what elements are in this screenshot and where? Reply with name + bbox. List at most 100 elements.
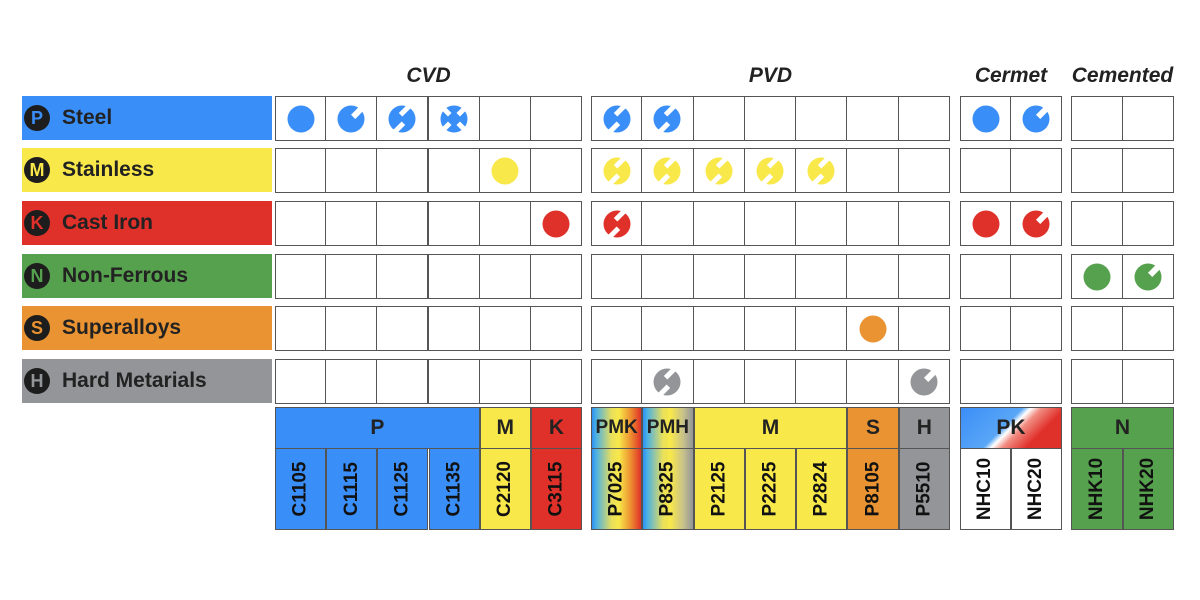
- grid-cell: [960, 148, 1011, 193]
- grid-cell: [1010, 148, 1062, 193]
- section-title-cemented: Cemented: [1071, 64, 1174, 87]
- grade-label: C1105: [289, 461, 311, 517]
- grade-nhc10[interactable]: NHC10: [960, 448, 1011, 530]
- grid-cell: [591, 359, 643, 404]
- grade-p8105[interactable]: P8105: [847, 448, 899, 530]
- grade-label: NHC20: [1025, 457, 1047, 521]
- grade-c1125[interactable]: C1125: [377, 448, 429, 530]
- grid-cell: [641, 148, 694, 193]
- grade-label: NHK10: [1085, 457, 1107, 521]
- full-circle-icon: [859, 315, 887, 342]
- notch-circle-icon: [1134, 263, 1162, 290]
- notch-circle-icon: [1022, 105, 1050, 132]
- grade-label: NHC10: [974, 457, 996, 521]
- grid-cell: [692, 201, 745, 246]
- grid-cell: [1071, 306, 1123, 351]
- material-label: Superalloys: [62, 316, 182, 339]
- grade-c1115[interactable]: C1115: [326, 448, 378, 530]
- full-circle-icon: [542, 210, 570, 237]
- grid-cell: [529, 148, 582, 193]
- grid-cell: [1121, 359, 1174, 404]
- grid-cell: [1071, 201, 1123, 246]
- grid-cell: [427, 148, 480, 193]
- grid-cell: [275, 201, 327, 246]
- full-circle-icon: [972, 210, 999, 237]
- grid-cell: [692, 254, 745, 299]
- grade-c2120[interactable]: C2120: [479, 448, 531, 530]
- grid-cell: [795, 254, 848, 299]
- grid-cell: [591, 306, 643, 351]
- grid-cell: [795, 306, 848, 351]
- grid-cell: [529, 254, 582, 299]
- grid-cell: [478, 254, 531, 299]
- grid-cell: [1121, 306, 1174, 351]
- grade-p2125[interactable]: P2125: [693, 448, 745, 530]
- grid-cell: [591, 201, 643, 246]
- grid-cell: [1010, 306, 1062, 351]
- grid-cell: [743, 359, 797, 404]
- material-stainless: M Stainless: [22, 148, 272, 192]
- grade-p2824[interactable]: P2824: [796, 448, 848, 530]
- double-circle-icon: [603, 103, 631, 134]
- application-group-p: P: [275, 407, 480, 449]
- grade-nhc20[interactable]: NHC20: [1011, 448, 1062, 530]
- grid-cell: [325, 254, 378, 299]
- grid-cell: [529, 201, 582, 246]
- application-group-m: M: [479, 407, 531, 449]
- grid-cell: [692, 359, 745, 404]
- double-circle-icon: [388, 103, 416, 134]
- grade-label: C2120: [494, 461, 516, 517]
- material-cast-iron: K Cast Iron: [22, 201, 272, 245]
- material-code-badge: H: [24, 368, 50, 394]
- grade-p7025[interactable]: P7025: [591, 448, 643, 530]
- grid-cell: [641, 254, 694, 299]
- grade-c1105[interactable]: C1105: [275, 448, 327, 530]
- grid-cell: [427, 96, 480, 141]
- grade-p2225[interactable]: P2225: [744, 448, 797, 530]
- grid-cell: [897, 359, 950, 404]
- grid-cell: [1010, 201, 1062, 246]
- material-code-badge: N: [24, 263, 50, 289]
- grid-cell: [427, 201, 480, 246]
- grid-cell: [478, 306, 531, 351]
- grade-p8325[interactable]: P8325: [642, 448, 694, 530]
- cross-circle-icon: [440, 105, 468, 132]
- grid-cell: [275, 306, 327, 351]
- application-group-m: M: [693, 407, 848, 449]
- double-circle-icon: [603, 208, 631, 239]
- grid-cell: [960, 201, 1011, 246]
- grade-p5510[interactable]: P5510: [898, 448, 950, 530]
- grade-c3115[interactable]: C3115: [530, 448, 582, 530]
- grade-c1135[interactable]: C1135: [428, 448, 480, 530]
- grid-cell: [275, 254, 327, 299]
- grid-cell: [376, 96, 429, 141]
- grade-nhk20[interactable]: NHK20: [1122, 448, 1174, 530]
- grid-cell: [743, 96, 797, 141]
- grid-cell: [376, 254, 429, 299]
- grid-cell: [1121, 254, 1174, 299]
- grade-label: P8105: [862, 461, 884, 517]
- full-circle-icon: [287, 105, 315, 132]
- grid-cell: [591, 148, 643, 193]
- grid-cell: [692, 306, 745, 351]
- grid-cell: [743, 201, 797, 246]
- grid-cell: [846, 96, 899, 141]
- grid-cell: [795, 96, 848, 141]
- grid-cell: [275, 96, 327, 141]
- grid-cell: [376, 201, 429, 246]
- grid-cell: [427, 359, 480, 404]
- grid-cell: [478, 359, 531, 404]
- grid-cell: [1121, 201, 1174, 246]
- grid-cell: [478, 201, 531, 246]
- grid-cell: [743, 254, 797, 299]
- section-title-cermet: Cermet: [974, 64, 1048, 87]
- grade-label: C1115: [340, 462, 362, 516]
- material-non-ferrous: N Non-Ferrous: [22, 254, 272, 298]
- grid-cell: [897, 201, 950, 246]
- material-superalloys: S Superalloys: [22, 306, 272, 350]
- grid-cell: [529, 96, 582, 141]
- full-circle-icon: [1083, 263, 1111, 290]
- grid-cell: [960, 359, 1011, 404]
- grid-cell: [641, 201, 694, 246]
- grade-nhk10[interactable]: NHK10: [1071, 448, 1123, 530]
